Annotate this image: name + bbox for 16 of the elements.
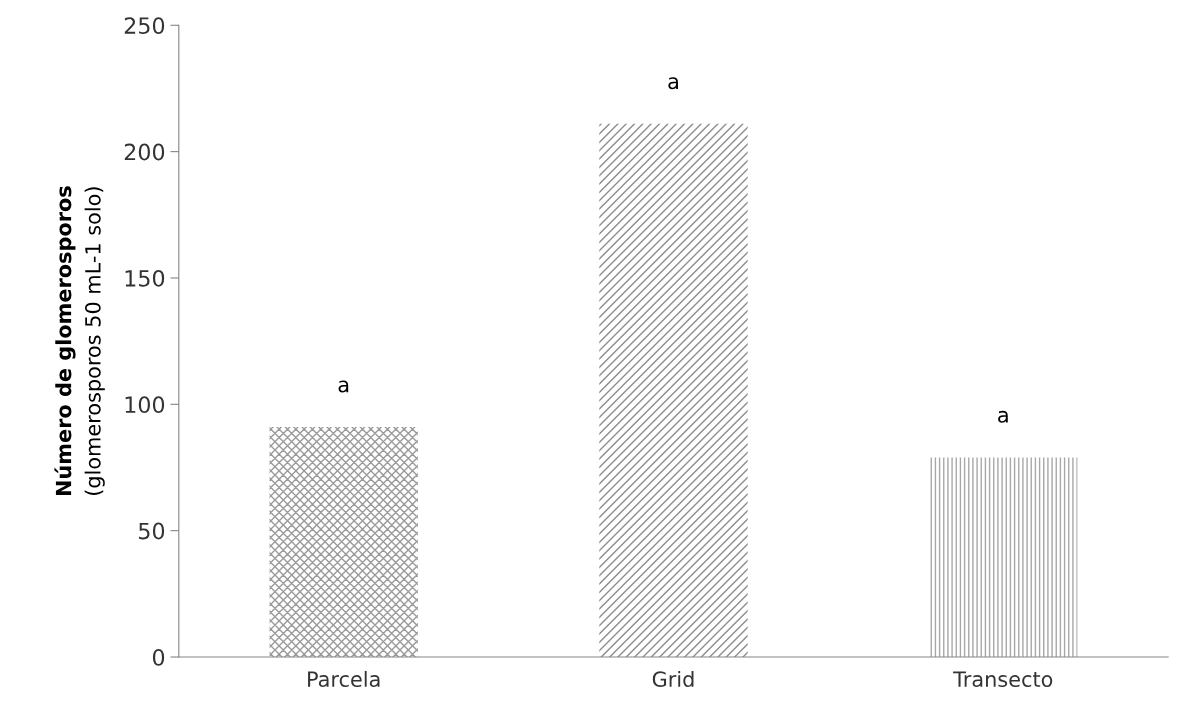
y-tick-label: 100 <box>125 396 165 414</box>
bar <box>599 123 748 658</box>
x-tick-label: Grid <box>652 670 694 688</box>
bar <box>929 457 1078 658</box>
bar <box>269 427 418 658</box>
y-tick-label: 150 <box>125 269 165 287</box>
y-tick-label: 50 <box>139 522 165 540</box>
annotation: a <box>668 77 678 90</box>
y-tick-label: 0 <box>152 648 165 666</box>
x-tick-label: Parcela <box>308 670 380 688</box>
annotation: a <box>998 410 1008 423</box>
y-axis-title: Número de glomerosporos (glomerosporos 50 mL-1 solo) <box>54 186 105 496</box>
annotation: a <box>338 380 349 393</box>
x-tick-label: Transecto <box>953 671 1053 688</box>
y-tick-label: 250 <box>124 17 165 35</box>
y-tick-label: 200 <box>124 143 165 161</box>
